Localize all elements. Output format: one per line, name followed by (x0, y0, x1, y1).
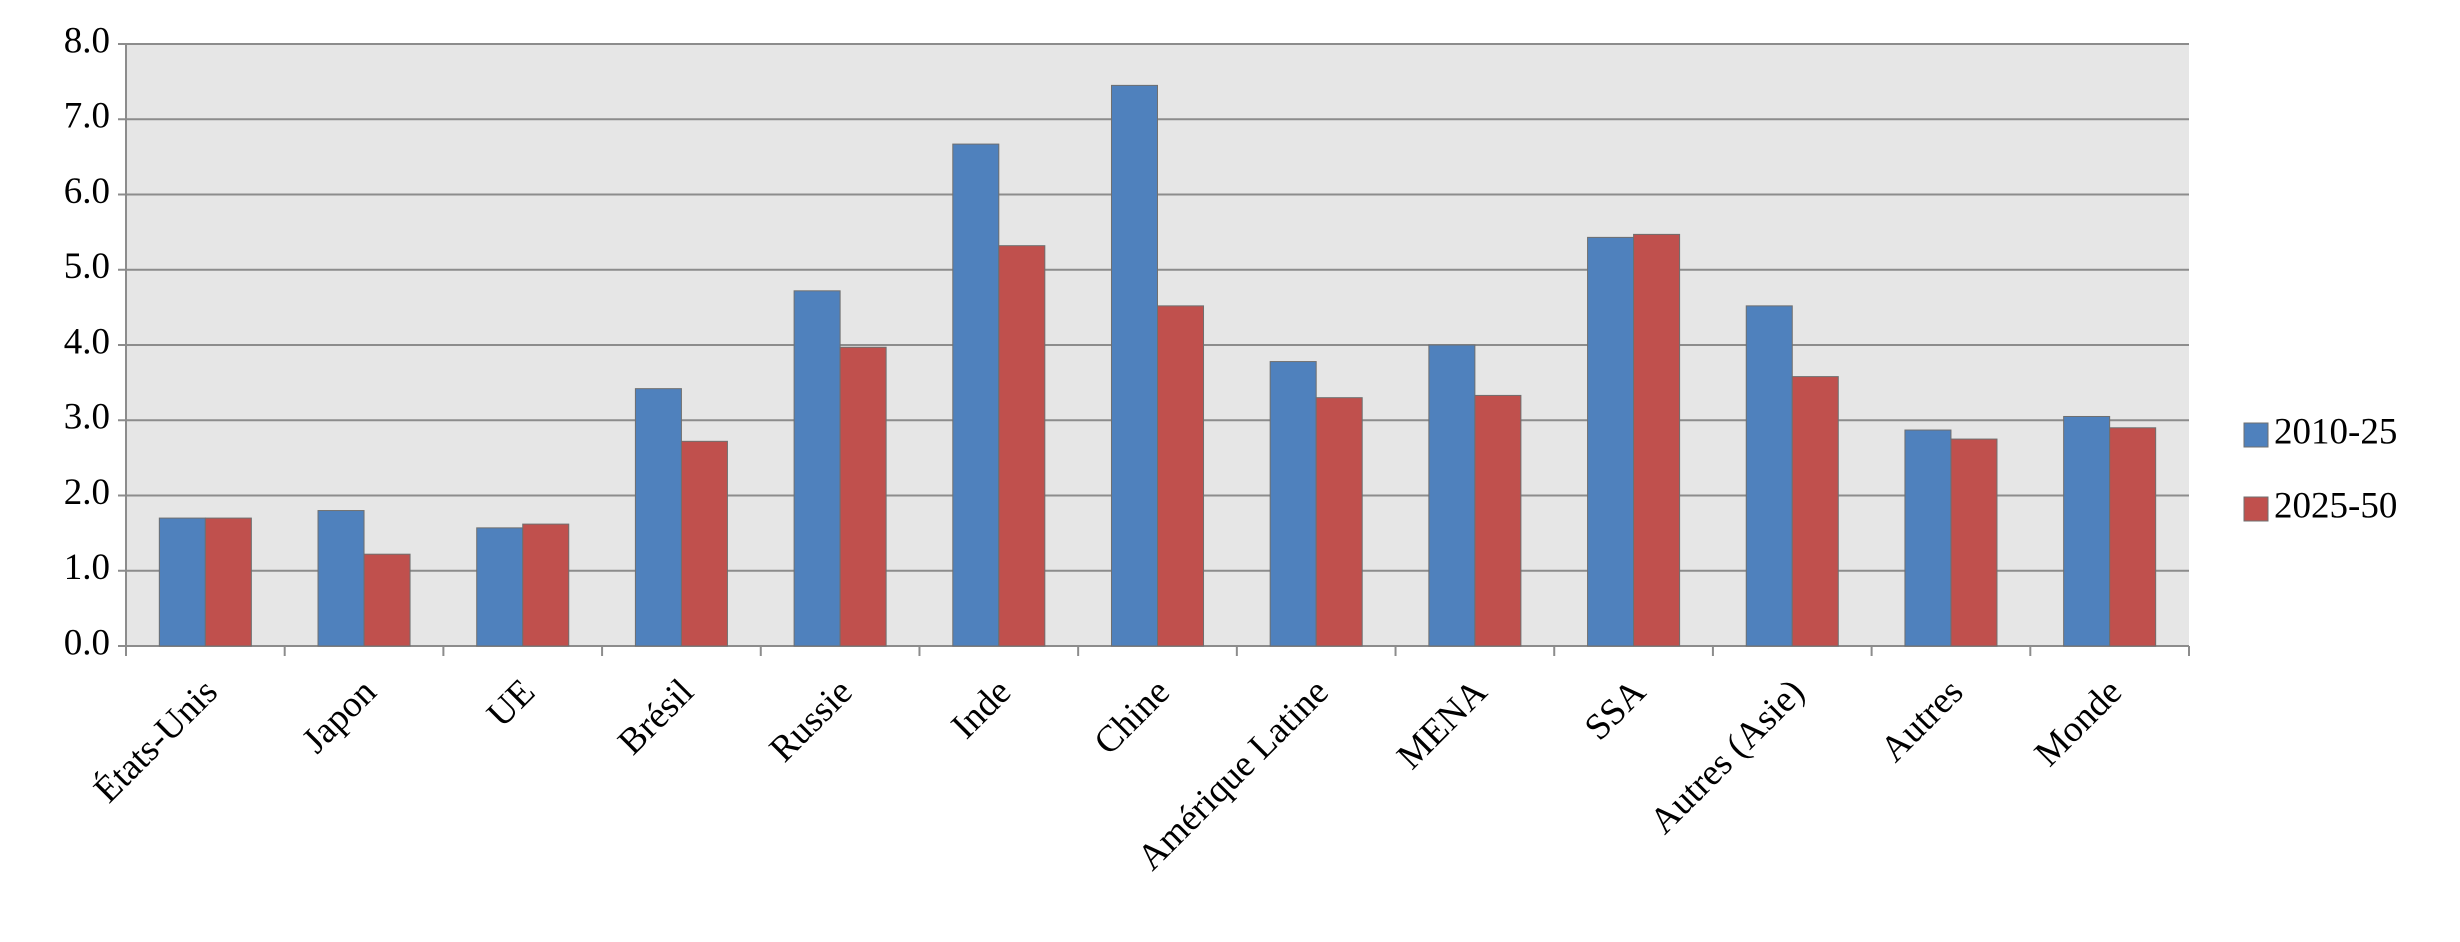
y-tick-label: 7.0 (64, 96, 110, 137)
x-tick-label: États-Unis (86, 671, 226, 811)
x-tick-label: Autres (Asie) (1642, 671, 1813, 842)
bar (1791, 376, 1839, 647)
legend-swatch (2243, 496, 2269, 522)
bar (1428, 344, 1476, 647)
x-tick-label: Brésil (610, 671, 701, 762)
x-tick-label: UE (479, 671, 543, 735)
bar (839, 346, 887, 647)
bar (363, 553, 411, 647)
bar (1315, 397, 1363, 647)
bar (1110, 84, 1159, 647)
legend-label: 2025-50 (2274, 485, 2397, 526)
y-tick-label: 0.0 (64, 622, 110, 663)
bar (1745, 305, 1793, 647)
y-tick-label: 3.0 (64, 397, 110, 438)
bar (2063, 415, 2111, 647)
x-tick-label: Autres (1873, 671, 1972, 770)
bar (158, 517, 206, 647)
x-tick-label: SSA (1577, 671, 1654, 748)
x-tick-label: Monde (2027, 671, 2130, 774)
y-tick-label: 2.0 (64, 472, 110, 513)
bar (1633, 233, 1681, 647)
bar (680, 440, 728, 647)
bar (793, 290, 841, 647)
bar (522, 523, 570, 647)
y-tick-label: 5.0 (64, 246, 110, 287)
y-tick-label: 6.0 (64, 171, 110, 212)
bar (634, 388, 682, 647)
y-tick-label: 4.0 (64, 321, 110, 362)
x-tick-label: Russie (762, 671, 861, 770)
bar (1269, 361, 1317, 647)
legend-label: 2010-25 (2274, 411, 2397, 452)
bar (476, 527, 524, 647)
y-tick-label: 8.0 (64, 20, 110, 61)
bar (2109, 427, 2157, 647)
bar (1157, 305, 1205, 647)
bar (204, 517, 252, 647)
bar (952, 143, 1000, 647)
bar (1950, 438, 1998, 647)
bar (1904, 429, 1952, 647)
x-tick-label: MENA (1389, 671, 1495, 777)
bar (1587, 236, 1635, 647)
bar (317, 510, 365, 647)
x-tick-label: Chine (1086, 671, 1177, 762)
x-tick-label: Japon (294, 671, 384, 761)
bar (1474, 394, 1522, 647)
legend-swatch (2243, 422, 2269, 448)
x-tick-label: Inde (944, 671, 1019, 746)
y-tick-label: 1.0 (64, 547, 110, 588)
bar (998, 245, 1046, 647)
